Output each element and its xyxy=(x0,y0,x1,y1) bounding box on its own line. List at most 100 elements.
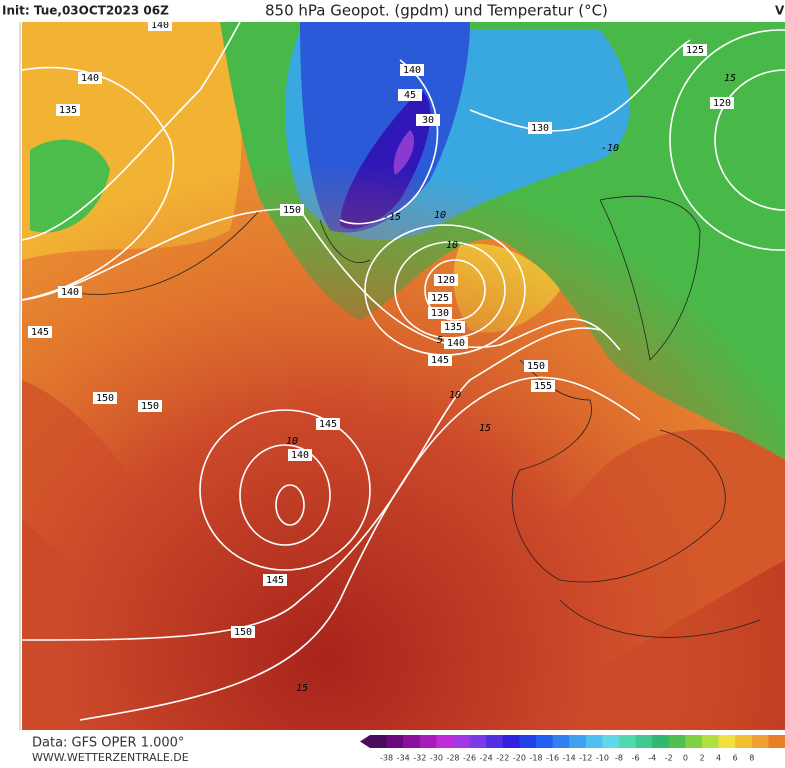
color-label: -4 xyxy=(648,754,656,763)
geopotential-label: 130 xyxy=(531,123,549,134)
color-swatch xyxy=(519,735,537,748)
label-box xyxy=(428,307,452,319)
temperature-label: 10 xyxy=(449,390,461,401)
color-swatch xyxy=(718,735,736,748)
geopotential-label: 125 xyxy=(686,45,704,56)
color-label: -32 xyxy=(413,754,426,763)
geopotential-label: 45 xyxy=(404,90,416,101)
geopotential-label: 150 xyxy=(234,627,252,638)
geopotential-label: 145 xyxy=(266,575,284,586)
geopotential-label: 145 xyxy=(319,419,337,430)
color-label: 8 xyxy=(749,754,754,763)
geopotential-label: 140 xyxy=(291,450,309,461)
color-label: -20 xyxy=(513,754,526,763)
color-swatch xyxy=(536,735,554,748)
geopotential-label: 145 xyxy=(31,327,49,338)
warm-shade xyxy=(22,22,785,730)
color-label: -12 xyxy=(579,754,592,763)
color-swatch xyxy=(370,735,388,748)
color-swatch xyxy=(635,735,653,748)
label-box xyxy=(416,114,440,126)
data-source: Data: GFS OPER 1.000° xyxy=(32,736,184,751)
color-swatch xyxy=(602,735,620,748)
label-box xyxy=(683,44,707,56)
temperature-label: 15 xyxy=(724,73,736,84)
color-swatch xyxy=(619,735,637,748)
geopotential-label: 150 xyxy=(96,393,114,404)
color-label: 0 xyxy=(683,754,688,763)
temperature-label: -15 xyxy=(383,212,401,223)
label-box xyxy=(148,22,172,31)
label-box xyxy=(138,400,162,412)
temperature-label: 10 xyxy=(446,240,458,251)
color-label: -38 xyxy=(380,754,393,763)
color-swatch xyxy=(668,735,686,748)
geopotential-label: 145 xyxy=(431,355,449,366)
color-label: -2 xyxy=(665,754,673,763)
geopotential-label: 140 xyxy=(403,65,421,76)
geopotential-label: 130 xyxy=(431,308,449,319)
init-text: Init: Tue,03OCT2023 06Z xyxy=(2,4,169,18)
color-swatch xyxy=(702,735,720,748)
label-box xyxy=(400,64,424,76)
color-label: -26 xyxy=(463,754,476,763)
contour-labels: 140 140 135 150 140 145 150 150 145 140 145 150 140 4… xyxy=(28,20,736,694)
color-swatch xyxy=(751,735,769,748)
geopotential-label: 140 xyxy=(151,20,169,31)
geopotential-label: 150 xyxy=(283,205,301,216)
geopotential-label: 150 xyxy=(527,361,545,372)
temperature-label: 15 xyxy=(479,423,491,434)
color-swatch xyxy=(403,735,421,748)
color-label: -24 xyxy=(480,754,493,763)
color-swatch xyxy=(685,735,703,748)
geopotential-label: 140 xyxy=(81,73,99,84)
label-box xyxy=(78,72,102,84)
geopotential-label: 135 xyxy=(444,322,462,333)
label-box xyxy=(58,286,82,298)
color-swatch xyxy=(486,735,504,748)
color-label: -22 xyxy=(496,754,509,763)
label-box xyxy=(531,380,555,392)
label-box xyxy=(56,104,80,116)
geopotential-label: 150 xyxy=(141,401,159,412)
color-swatch xyxy=(768,735,785,748)
color-swatch xyxy=(453,735,471,748)
label-box xyxy=(428,292,452,304)
label-box xyxy=(444,337,468,349)
label-box xyxy=(441,321,465,333)
temperature-label: -10 xyxy=(601,143,619,154)
color-swatch xyxy=(552,735,570,748)
color-swatch xyxy=(569,735,587,748)
label-box xyxy=(434,274,458,286)
geopotential-label: 120 xyxy=(437,275,455,286)
color-swatch xyxy=(386,735,404,748)
color-label: 2 xyxy=(699,754,704,763)
label-box xyxy=(428,354,452,366)
color-swatch xyxy=(652,735,670,748)
title-cut: V xyxy=(775,4,785,18)
color-label: -14 xyxy=(563,754,576,763)
color-label: 6 xyxy=(733,754,738,763)
geopotential-label: 135 xyxy=(59,105,77,116)
color-swatch xyxy=(469,735,487,748)
geopotential-contours xyxy=(22,22,785,721)
color-label: -18 xyxy=(529,754,542,763)
color-swatch xyxy=(585,735,603,748)
color-label: 4 xyxy=(716,754,721,763)
geopotential-label: 140 xyxy=(447,338,465,349)
label-box xyxy=(710,97,734,109)
geopotential-label: 155 xyxy=(534,381,552,392)
temperature-label: 5 xyxy=(437,335,443,346)
color-label: -16 xyxy=(546,754,559,763)
color-label: -10 xyxy=(596,754,609,763)
color-arrow xyxy=(360,735,370,748)
map-title: 850 hPa Geopot. (gpdm) und Temperatur (°… xyxy=(265,2,608,20)
map-layer: 140 140 135 150 140 145 150 150 145 140 145 150 140 4… xyxy=(22,20,785,730)
label-box xyxy=(28,326,52,338)
label-box xyxy=(524,360,548,372)
site-name: WWW.WETTERZENTRALE.DE xyxy=(32,751,189,764)
geopotential-label: 140 xyxy=(61,287,79,298)
color-label: -34 xyxy=(397,754,410,763)
